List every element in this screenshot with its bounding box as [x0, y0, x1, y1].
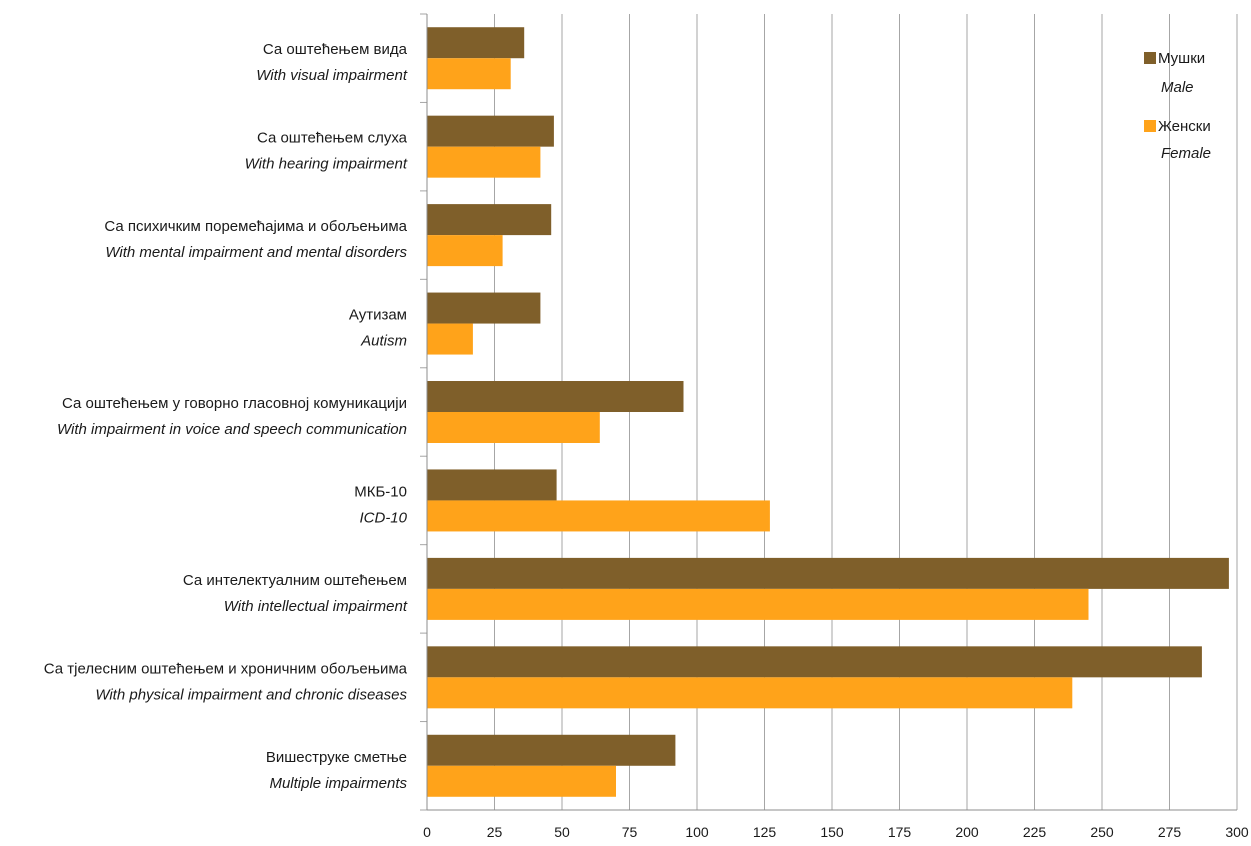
category-label-en: With impairment in voice and speech comm… [57, 421, 407, 438]
category-label-en: ICD-10 [359, 509, 407, 526]
x-tick-label: 250 [1090, 824, 1114, 840]
category-label-en: With hearing impairment [245, 156, 408, 173]
bar-male [427, 734, 676, 766]
x-tick-label: 50 [554, 824, 570, 840]
x-tick-label: 150 [820, 824, 844, 840]
bar-female [427, 412, 600, 443]
bar-female [427, 146, 541, 178]
category-label: Са оштећењем у говорно гласовној комуник… [62, 395, 407, 412]
x-tick-label: 125 [753, 824, 777, 840]
bars [427, 27, 1229, 797]
bar-female [427, 235, 503, 267]
x-tick-label: 275 [1158, 824, 1182, 840]
bar-female [427, 677, 1073, 709]
category-label: МКБ-10 [354, 483, 407, 500]
bar-female [427, 500, 770, 532]
bar-male [427, 292, 541, 324]
bar-female [427, 323, 473, 355]
bar-male [427, 204, 552, 236]
category-label: Са тјелесним оштећењем и хроничним обоље… [44, 660, 408, 677]
legend-label-female: Женски [1158, 118, 1211, 135]
category-label: Вишеструке сметње [266, 749, 407, 766]
x-tick-label: 100 [685, 824, 709, 840]
category-label-en: Multiple impairments [269, 775, 407, 792]
category-label-en: With mental impairment and mental disord… [105, 244, 407, 261]
category-label: Са интелектуалним оштећењем [183, 572, 407, 589]
x-tick-label: 300 [1225, 824, 1249, 840]
category-label-en: With physical impairment and chronic dis… [95, 686, 407, 703]
category-label: Аутизам [349, 307, 407, 324]
x-tick-labels: 0 25 50 75 100 125 150 175 200 225 250 275 300 [423, 824, 1249, 840]
x-tick-label: 25 [487, 824, 503, 840]
bar-male [427, 557, 1229, 589]
bar-male [427, 646, 1202, 678]
legend-swatch-female [1144, 120, 1156, 132]
category-label: Са психичким поремећајима и обољењима [104, 218, 407, 235]
category-label-en: With intellectual impairment [224, 598, 408, 615]
legend-label-male: Мушки [1158, 50, 1205, 67]
legend-sublabel-female: Female [1161, 145, 1211, 162]
category-label-en: Autism [360, 333, 407, 350]
legend-swatch-male [1144, 52, 1156, 64]
bar-male [427, 115, 554, 147]
legend: Мушки Male Женски Female [1144, 50, 1211, 162]
x-tick-label: 200 [955, 824, 979, 840]
x-tick-label: 0 [423, 824, 431, 840]
x-tick-label: 75 [622, 824, 638, 840]
category-label-en: With visual impairment [256, 67, 408, 84]
category-label: Са оштећењем вида [263, 41, 408, 58]
x-tick-label: 225 [1023, 824, 1047, 840]
category-label: Са оштећењем слуха [257, 130, 408, 147]
bar-male [427, 27, 525, 59]
bar-female [427, 588, 1089, 620]
bar-male [427, 381, 684, 412]
bar-female [427, 765, 616, 797]
category-labels: Са оштећењем вида With visual impairment С… [44, 41, 408, 792]
bar-female [427, 58, 511, 90]
legend-sublabel-male: Male [1161, 79, 1194, 96]
x-tick-label: 175 [888, 824, 912, 840]
axes [420, 13, 1237, 811]
bar-male [427, 469, 557, 501]
